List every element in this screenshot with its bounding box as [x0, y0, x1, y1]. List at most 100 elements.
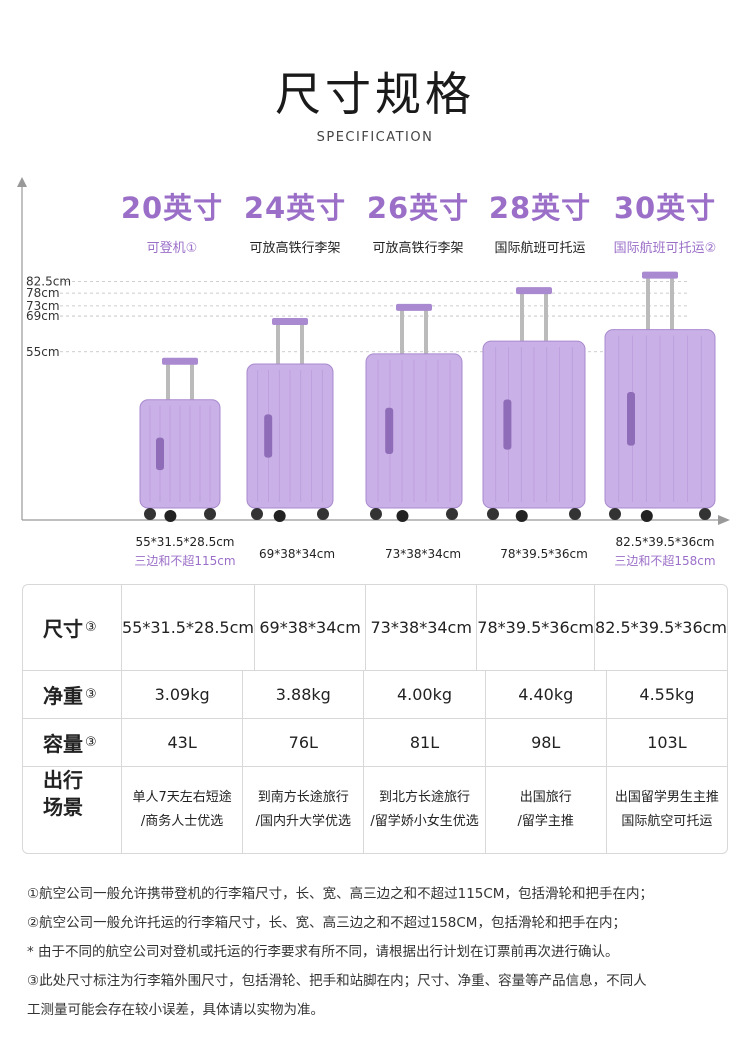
suitcase-handle-bar — [400, 307, 404, 354]
dim-value: 55*31.5*28.5cm — [135, 535, 235, 549]
table-cell: 81L — [363, 719, 484, 766]
page-title: 尺寸规格 — [275, 67, 475, 121]
x-axis-arrow — [718, 515, 730, 525]
scene-line: 到南方长途旅行 — [257, 790, 349, 805]
footnote-line: ②航空公司一般允许托运的行李箱尺寸，长、宽、高三边之和不超过158CM，包括滑轮… — [27, 915, 626, 931]
footnote-line: * 由于不同的航空公司对登机或托运的行李要求有所不同，请根据出行计划在订票前再次… — [27, 944, 619, 960]
scene-line: /留学娇小女生优选 — [370, 814, 479, 829]
row-header: 出行 场景 — [23, 767, 121, 853]
table-row-size: 尺寸 ③ 55*31.5*28.5cm 69*38*34cm 73*38*34cm… — [23, 585, 727, 671]
footnote-mark: ③ — [85, 687, 97, 702]
size-caption: 可登机① — [146, 241, 198, 256]
suitcase-handle-bar — [300, 322, 304, 365]
suitcase-wheel — [446, 508, 458, 520]
table-cell: 3.09kg — [121, 671, 242, 718]
suitcase-wheel — [144, 508, 156, 520]
scene-line: 出国旅行 — [519, 790, 572, 805]
size-header-20: 20英寸 可登机① — [107, 185, 237, 256]
table-cell: 到北方长途旅行/留学娇小女生优选 — [363, 767, 484, 853]
scene-line: /留学主推 — [517, 814, 574, 829]
table-row-weight: 净重 ③ 3.09kg 3.88kg 4.00kg 4.40kg 4.55kg — [23, 671, 727, 719]
suitcase-handle-bar — [424, 307, 428, 354]
suitcase-handle-bar — [670, 275, 674, 330]
suitcase-side-handle — [385, 407, 394, 455]
row-header-text: 出行 — [43, 768, 83, 792]
suitcase-handle-bar — [276, 322, 280, 365]
y-tick-label: 78cm — [26, 286, 60, 300]
suitcase-handle — [272, 318, 308, 326]
row-header-text: 尺寸 — [43, 617, 83, 641]
suitcase-side-handle — [156, 437, 164, 471]
suitcase-wheel — [640, 510, 653, 522]
suitcase-handle-bar — [166, 361, 170, 400]
suitcase-side-handle — [627, 392, 635, 446]
table-cell: 98L — [484, 719, 606, 766]
scene-line: /商务人士优选 — [140, 814, 224, 829]
scene-line: 国际航空可托运 — [621, 814, 713, 829]
table-cell: 73*38*34cm — [365, 585, 476, 670]
table-row-capacity: 容量 ③ 43L 76L 81L 98L 103L — [23, 719, 727, 767]
dim-label-24: 69*38*34cm — [232, 547, 362, 561]
suitcase-wheel — [515, 510, 528, 522]
table-cell: 出国留学男生主推 国际航空可托运 — [605, 767, 727, 853]
y-tick-label: 69cm — [26, 309, 60, 323]
y-tick-label: 55cm — [26, 345, 60, 359]
size-header-26: 26英寸 可放高铁行李架 — [353, 185, 483, 256]
dim-note: 三边和不超115cm — [134, 554, 236, 568]
dim-value: 73*38*34cm — [384, 547, 462, 561]
suitcase-handle-bar — [646, 275, 650, 330]
dim-value: 82.5*39.5*36cm — [615, 535, 715, 549]
suitcase-wheel — [370, 508, 382, 520]
scene-line: 单人7天左右短途 — [132, 790, 232, 805]
size-label: 20英寸 — [120, 191, 224, 225]
suitcase-wheel — [204, 508, 216, 520]
table-cell: 出国旅行/留学主推 — [484, 767, 606, 853]
footnotes: ①航空公司一般允许携带登机的行李箱尺寸，长、宽、高三边之和不超过115CM，包括… — [27, 880, 727, 1025]
row-header-text: 容量 — [43, 732, 83, 756]
suitcase-wheel — [699, 508, 711, 520]
suitcase-handle — [396, 303, 432, 311]
spec-table: 尺寸 ③ 55*31.5*28.5cm 69*38*34cm 73*38*34cm… — [22, 584, 728, 854]
size-caption: 国际航班可托运② — [613, 241, 717, 256]
size-label: 30英寸 — [613, 191, 717, 225]
suitcase-wheel — [251, 508, 263, 520]
suitcase-wheel — [164, 510, 177, 522]
row-header: 尺寸 ③ — [23, 585, 121, 670]
suitcase-wheel — [396, 510, 409, 522]
suitcase-wheel — [569, 508, 581, 520]
table-cell: 3.88kg — [242, 671, 363, 718]
suitcase-handle-bar — [520, 291, 524, 342]
size-chart: 82.5cm 78cm 73cm 69cm 55cm 20英寸 可登机① 24英寸 可放… — [0, 175, 750, 575]
scene-line: 到北方长途旅行 — [379, 790, 471, 805]
suitcase-wheel — [487, 508, 499, 520]
y-tick-label: 73cm — [26, 299, 60, 313]
size-caption: 可放高铁行李架 — [372, 241, 464, 256]
footnote-mark: ③ — [85, 620, 97, 635]
dim-label-28: 78*39.5*36cm — [479, 547, 609, 561]
size-header-24: 24英寸 可放高铁行李架 — [230, 185, 360, 256]
size-label: 24英寸 — [243, 191, 347, 225]
size-caption: 国际航班可托运 — [494, 241, 586, 256]
footnote-line: 工测量可能会存在较小误差，具体请以实物为准。 — [27, 1002, 324, 1018]
table-cell: 78*39.5*36cm — [476, 585, 594, 670]
page-subtitle: SPECIFICATION — [316, 130, 434, 145]
scene-line: /国内升大学优选 — [255, 814, 351, 829]
table-cell: 55*31.5*28.5cm — [121, 585, 254, 670]
scene-line: 出国留学男生主推 — [614, 790, 719, 805]
row-header-text: 净重 — [43, 684, 83, 708]
table-cell: 69*38*34cm — [254, 585, 365, 670]
row-header: 净重 ③ — [23, 671, 121, 718]
y-tick-label: 82.5cm — [26, 275, 71, 289]
suitcase-handle-bar — [190, 361, 194, 400]
suitcase-wheel — [317, 508, 329, 520]
dim-value: 78*39.5*36cm — [500, 547, 588, 561]
table-cell: 4.00kg — [363, 671, 484, 718]
dim-label-20: 55*31.5*28.5cm 三边和不超115cm — [120, 535, 250, 569]
table-cell: 单人7天左右短途/商务人士优选 — [121, 767, 242, 853]
size-label: 28英寸 — [488, 191, 592, 225]
suitcase-wheel — [273, 510, 286, 522]
dim-note: 三边和不超158cm — [614, 554, 716, 568]
dim-label-30: 82.5*39.5*36cm 三边和不超158cm — [600, 535, 730, 569]
table-row-scene: 出行 场景 单人7天左右短途/商务人士优选 到南方长途旅行/国内升大学优选 到北… — [23, 767, 727, 853]
